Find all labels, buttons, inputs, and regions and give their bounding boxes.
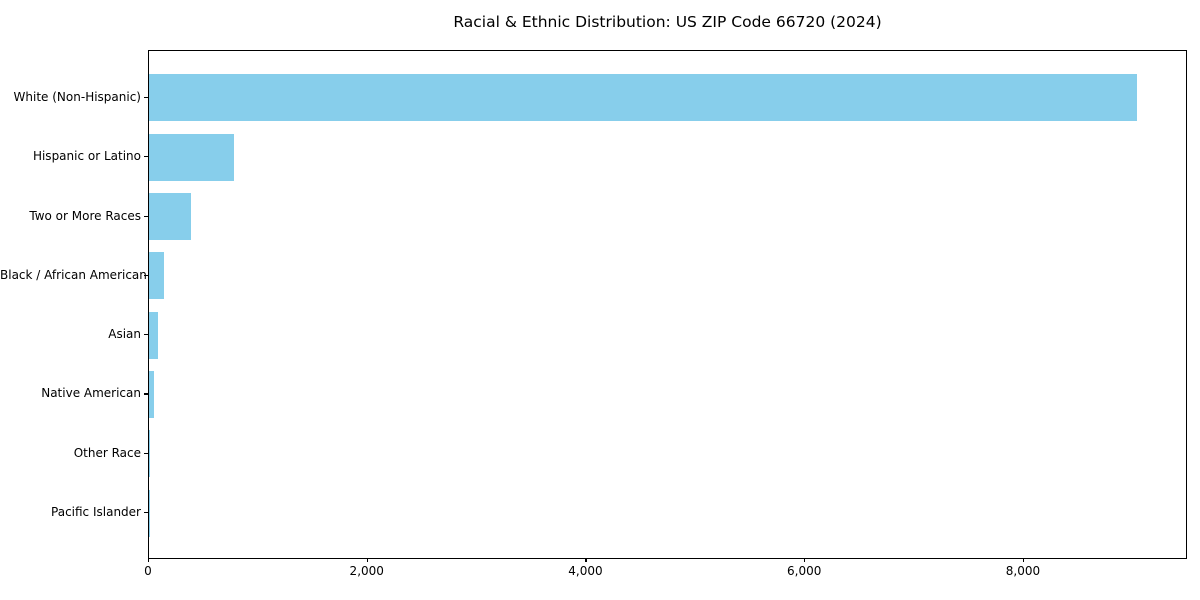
y-axis-category-label: Black / African American: [0, 267, 147, 282]
bar-asian: [149, 311, 159, 359]
x-tick-mark: [366, 558, 368, 562]
x-tick-label: 0: [144, 564, 152, 578]
y-axis-category-label: Other Race: [73, 445, 141, 460]
y-tick-mark: [144, 393, 148, 395]
x-tick-label: 4,000: [568, 564, 603, 578]
y-axis-category-label: Asian: [108, 327, 141, 342]
y-axis-category-label: Hispanic or Latino: [32, 149, 141, 164]
y-axis-category-label: White (Non-Hispanic): [13, 89, 141, 104]
y-tick-mark: [144, 512, 148, 514]
bar-white-non-hispanic: [149, 74, 1137, 122]
y-tick-mark: [144, 156, 148, 158]
x-tick-label: 6,000: [787, 564, 822, 578]
x-tick-mark: [585, 558, 587, 562]
bar-native-american: [149, 370, 154, 418]
x-tick-mark: [1022, 558, 1025, 562]
y-tick-mark: [144, 96, 148, 99]
x-tick-label: 8,000: [1005, 564, 1041, 578]
y-tick-mark: [144, 452, 148, 454]
bar-other-race: [149, 430, 151, 478]
y-axis-category-label: Native American: [41, 386, 141, 401]
chart-title: Racial & Ethnic Distribution: US ZIP Cod…: [453, 13, 882, 31]
y-axis-category-label: Pacific Islander: [51, 505, 141, 519]
y-tick-mark: [144, 274, 148, 276]
y-tick-mark: [144, 334, 148, 336]
y-axis-category-label: Two or More Races: [29, 208, 141, 223]
x-tick-mark: [148, 558, 150, 562]
plot-area: [148, 50, 1187, 559]
bar-hispanic-or-latino: [149, 133, 235, 181]
bar-black-african-american: [149, 252, 165, 300]
bar-two-or-more-races: [149, 193, 192, 240]
x-tick-mark: [804, 558, 806, 562]
y-tick-mark: [144, 215, 148, 217]
x-tick-label: 2,000: [349, 564, 384, 578]
